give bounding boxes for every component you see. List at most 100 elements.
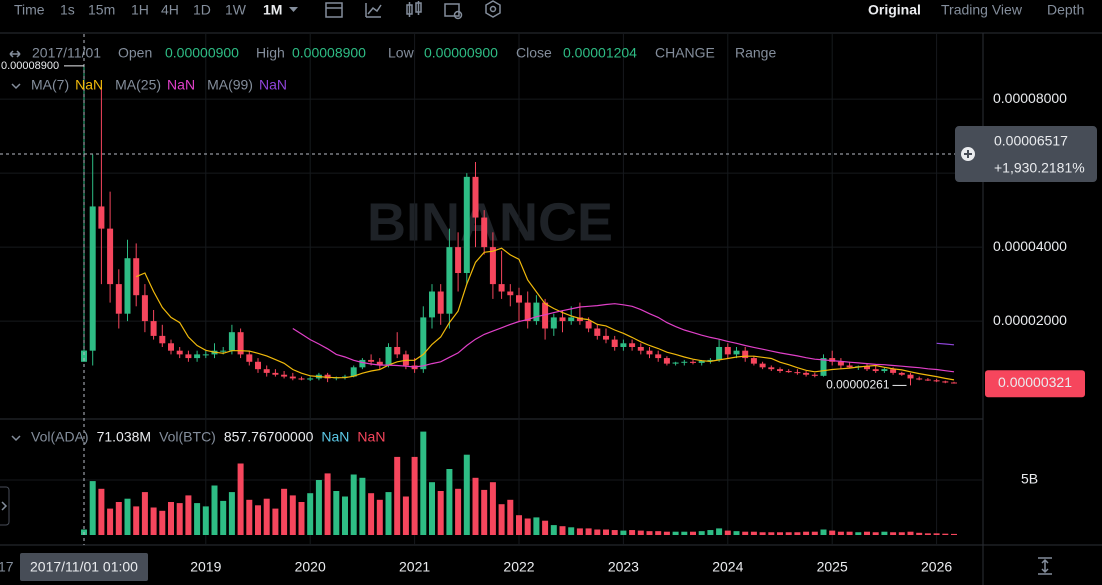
expand-button[interactable]: [0, 486, 10, 526]
volume-bar: [550, 525, 557, 535]
interval[interactable]: 1s: [60, 2, 75, 18]
candle-body: [168, 343, 174, 351]
calendar-icon[interactable]: [325, 2, 343, 18]
view-tab[interactable]: Trading View: [941, 2, 1023, 18]
volume-bar: [611, 530, 618, 535]
volume-bar: [646, 531, 653, 535]
interval[interactable]: 1D: [193, 2, 211, 18]
ma-toggle[interactable]: [11, 83, 21, 90]
legend-label: CHANGE: [655, 45, 715, 61]
candle-body: [785, 371, 792, 373]
candle-body: [794, 372, 801, 374]
candle-body: [124, 258, 131, 314]
interval[interactable]: 15m: [88, 2, 115, 18]
volume-bar: [716, 528, 723, 535]
legend-toggle[interactable]: [9, 50, 21, 58]
candle-body: [516, 295, 522, 303]
ma-line: [292, 303, 955, 373]
volume-bar: [933, 533, 940, 535]
legend-value: 0.00008900: [292, 45, 366, 61]
y-tick-label: 5B: [1021, 471, 1038, 487]
volume-bar: [237, 463, 244, 535]
volume-bar: [837, 531, 844, 535]
settings-icon[interactable]: [444, 3, 463, 20]
candle-body: [811, 374, 818, 376]
candle-body: [185, 354, 192, 359]
candle-body: [246, 354, 253, 362]
interval[interactable]: Time: [14, 2, 45, 18]
volume-bar: [507, 499, 514, 535]
interval[interactable]: 4H: [161, 2, 179, 18]
candle-body: [342, 376, 348, 378]
indicator-icon[interactable]: [365, 3, 382, 18]
volume-bar: [620, 530, 627, 535]
x-tick-label: 2025: [817, 559, 848, 575]
interval[interactable]: 1H: [131, 2, 149, 18]
x-tick-label: 2023: [608, 559, 639, 575]
view-tab-active[interactable]: Original: [868, 2, 921, 18]
candle-body: [611, 339, 618, 347]
volume-bar: [124, 498, 131, 535]
legend-label: Low: [388, 45, 415, 61]
volume-bar: [855, 532, 862, 535]
crosshair-change-label: +1,930.2181%: [994, 160, 1085, 176]
volume-bar: [951, 533, 957, 535]
volume-bar: [315, 480, 322, 535]
candle-icon[interactable]: [406, 1, 422, 17]
y-tick-label: 0.00004000: [993, 238, 1067, 254]
candle-body: [385, 346, 392, 366]
candle-body: [742, 350, 749, 359]
candle-body: [924, 379, 931, 381]
legend-value: 0.00000900: [424, 45, 498, 61]
candle-body: [777, 369, 783, 372]
dropdown-arrow[interactable]: [289, 7, 298, 12]
candle-body: [228, 332, 235, 351]
crosshair-price-label: 0.00006517: [994, 133, 1068, 149]
candle-body: [629, 343, 636, 347]
ma-line: [936, 342, 955, 346]
volume-bar: [750, 531, 757, 535]
x-tick-label: 2022: [503, 559, 534, 575]
candle-body: [498, 284, 505, 292]
candle-body: [437, 291, 444, 314]
view-tab[interactable]: Depth: [1047, 2, 1084, 18]
interval[interactable]: 1W: [225, 2, 247, 18]
legend-value: NaN: [167, 77, 195, 93]
template-icon[interactable]: [485, 0, 501, 18]
candle-body: [350, 367, 357, 377]
candle-body: [646, 350, 653, 355]
volume-bar: [785, 532, 792, 535]
volume-bar: [489, 482, 496, 535]
candle-body: [237, 332, 244, 355]
candle-body: [202, 354, 209, 356]
candle-body: [272, 372, 279, 375]
candle-body: [376, 361, 383, 366]
y-tick-label: 0.00008000: [993, 90, 1067, 106]
volume-bar: [429, 482, 435, 535]
candle-body: [898, 372, 905, 375]
volume-bar: [437, 491, 444, 535]
volume-bar: [246, 499, 253, 535]
volume-legend: Vol(BTC): [159, 429, 216, 445]
candle-body: [141, 295, 148, 322]
legend-value: 0.00001204: [563, 45, 637, 61]
toolbar: Time 1s 15m 1H 4H 1D 1W 1M Original Trad…: [14, 0, 1084, 20]
candle-body: [655, 354, 662, 359]
candle-body: [263, 369, 270, 373]
candle-body: [637, 346, 644, 351]
high-marker-label: 0.00008900: [1, 60, 59, 72]
interval-active[interactable]: 1M: [263, 2, 282, 18]
volume-bar: [185, 495, 192, 535]
volume-bar: [368, 493, 375, 535]
x-tick-label: 2024: [712, 559, 743, 575]
vol-toggle[interactable]: [11, 435, 21, 442]
volume-bar: [742, 531, 749, 535]
scale-icon[interactable]: [1038, 557, 1052, 575]
y-tick-label: 0.00002000: [993, 312, 1067, 328]
candle-body: [594, 328, 601, 336]
volume-legend: 71.038M: [97, 429, 151, 445]
volume-bar: [663, 531, 670, 535]
volume-bar: [272, 508, 279, 535]
volume-bar: [141, 492, 148, 535]
candle-body: [455, 247, 462, 274]
